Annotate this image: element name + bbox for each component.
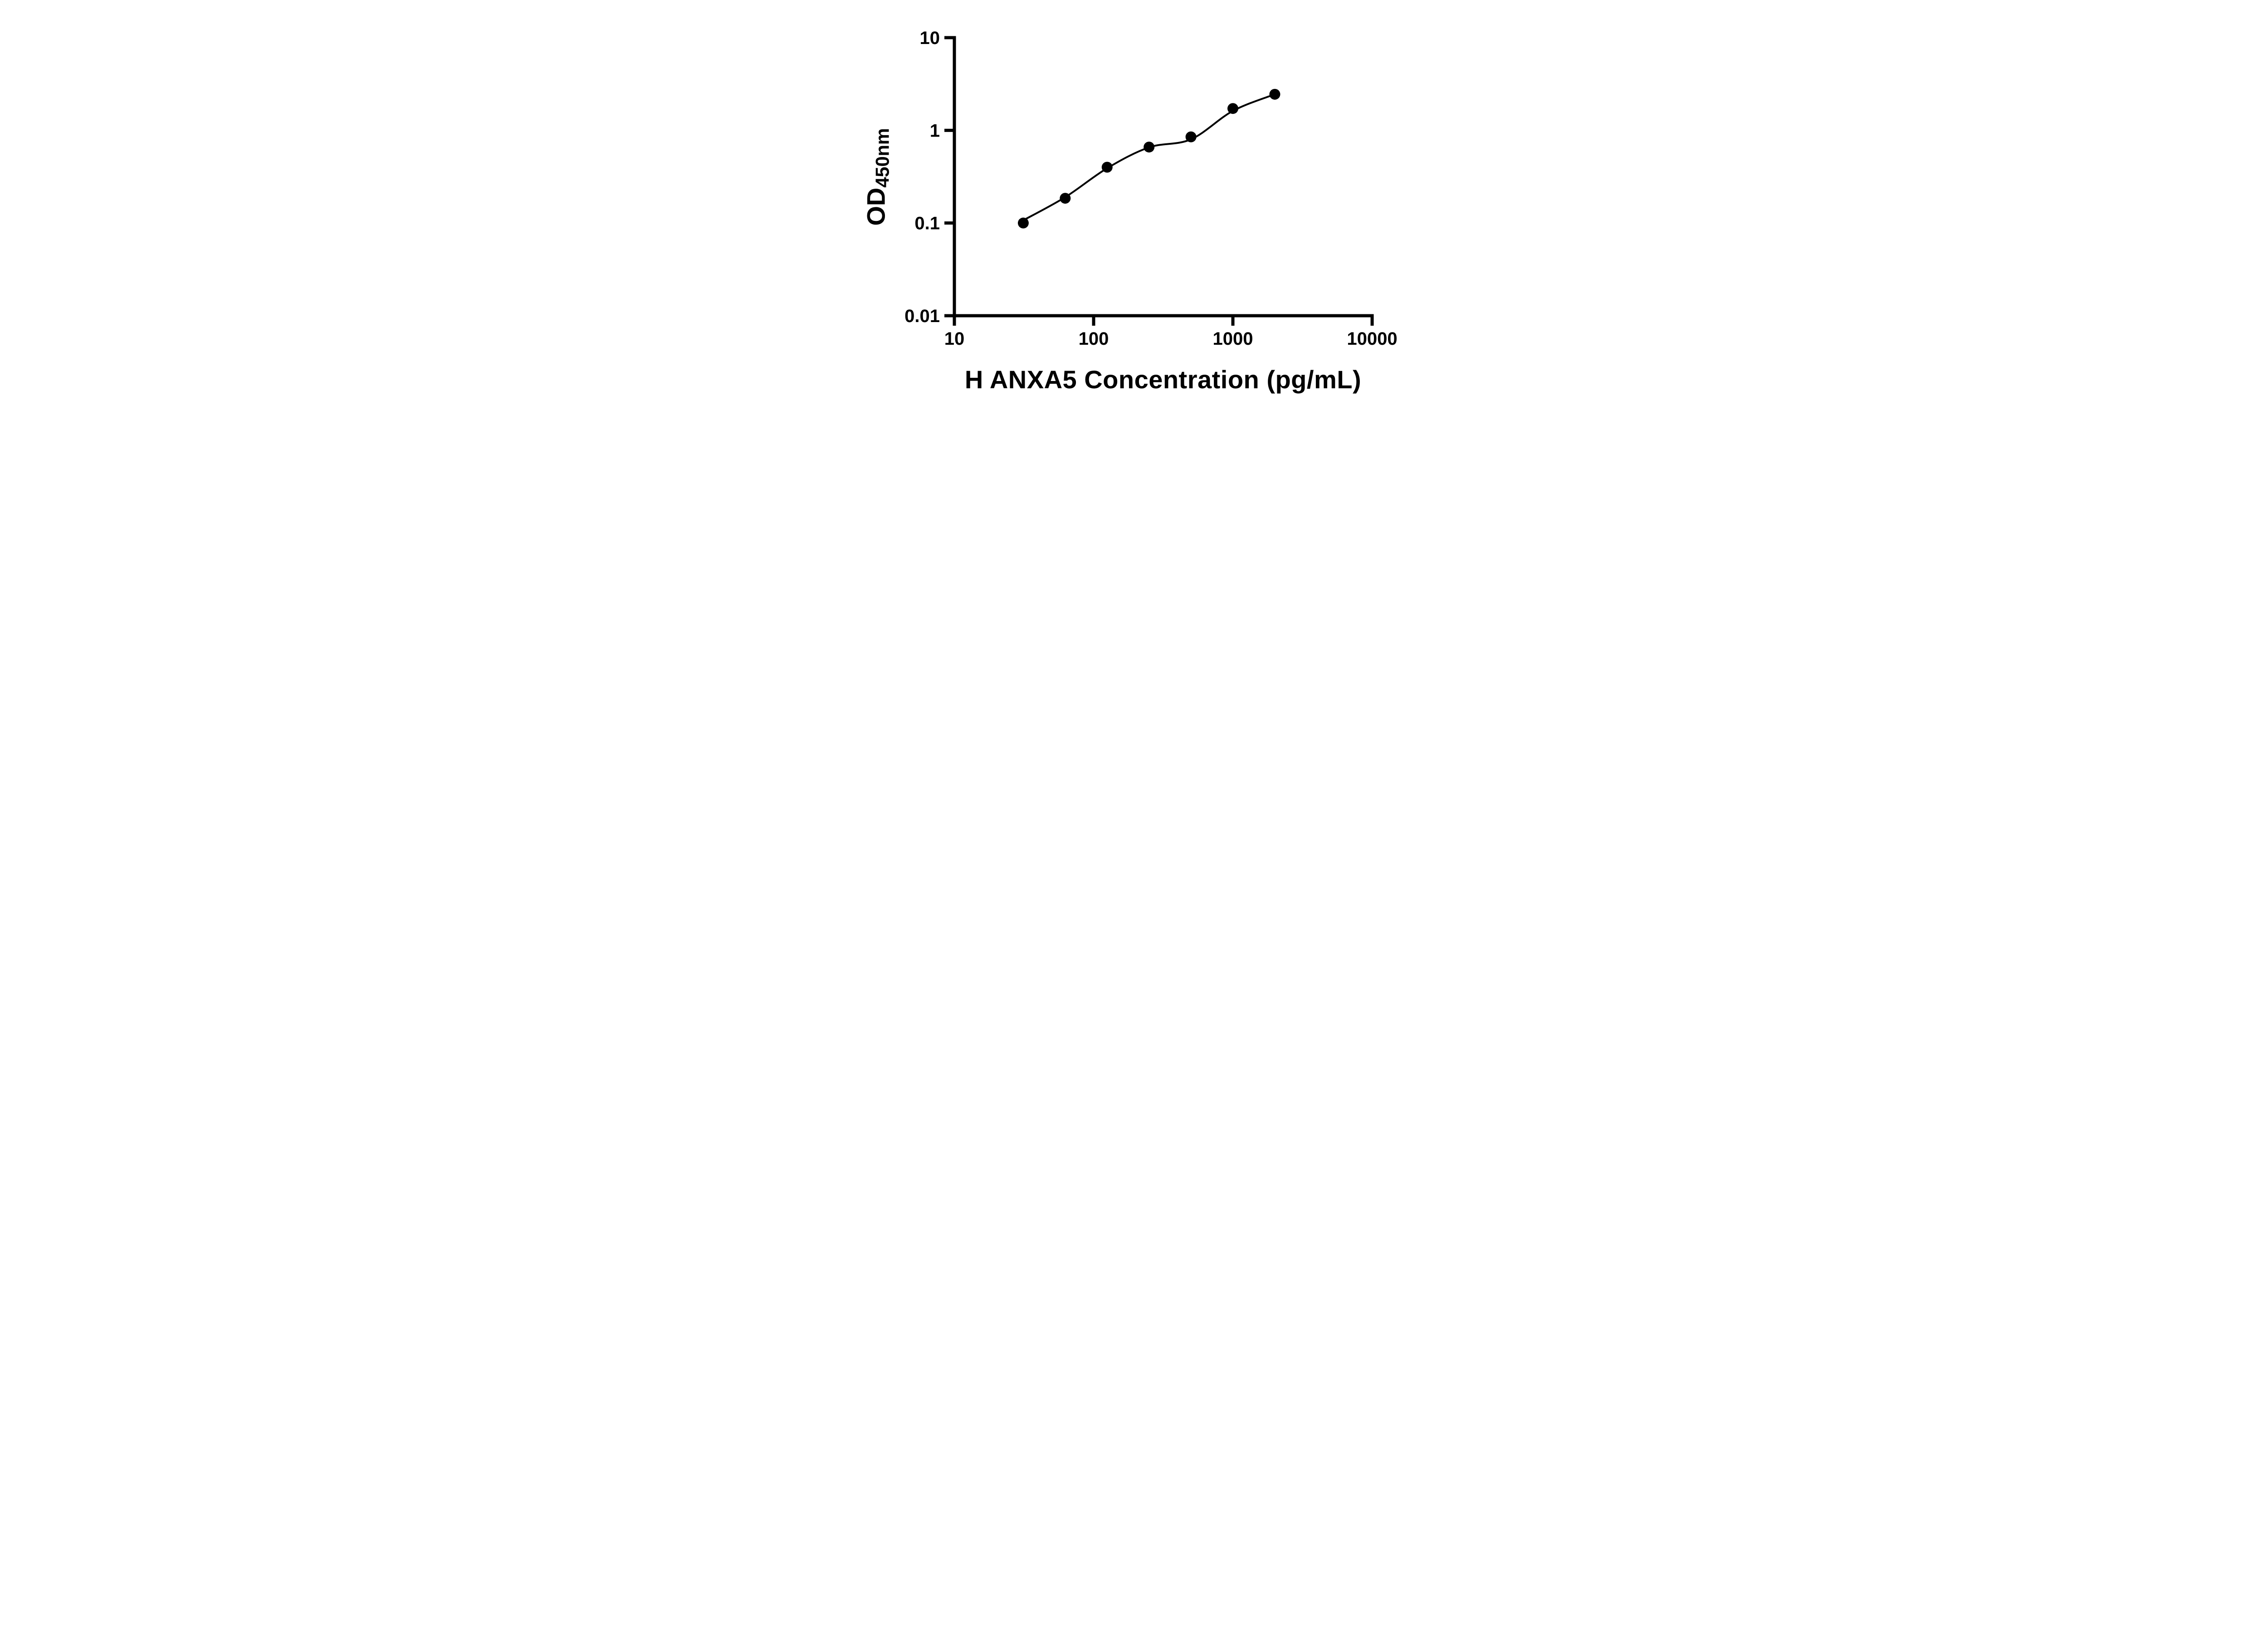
data-point — [1017, 217, 1029, 229]
y-axis-title: OD450nm — [861, 128, 893, 225]
y-tick-label: 0.1 — [914, 214, 940, 234]
x-tick-label: 1000 — [1212, 329, 1253, 349]
axes — [953, 36, 1374, 318]
y-tick-label: 1 — [929, 121, 939, 141]
y-axis-title-subscript: 450nm — [871, 128, 893, 188]
x-tick-label: 10000 — [1347, 329, 1397, 349]
y-tick-label: 0.01 — [904, 306, 940, 326]
x-tick-label: 10 — [944, 329, 964, 349]
data-point — [1143, 142, 1154, 153]
x-tick-label: 100 — [1078, 329, 1109, 349]
data-point — [1185, 131, 1197, 142]
data-point — [1059, 193, 1070, 204]
x-axis-title: H ANXA5 Concentration (pg/mL) — [964, 365, 1362, 394]
data-point — [1227, 103, 1238, 114]
y-axis-title-main: OD — [861, 187, 890, 226]
data-point — [1269, 88, 1280, 100]
y-tick-label: 10 — [919, 28, 940, 48]
data-point — [1101, 161, 1113, 173]
elisa-standard-curve-figure: 10 1 0.1 0.01 10 100 1000 10000 H ANXA5 Concent… — [842, 0, 1426, 408]
